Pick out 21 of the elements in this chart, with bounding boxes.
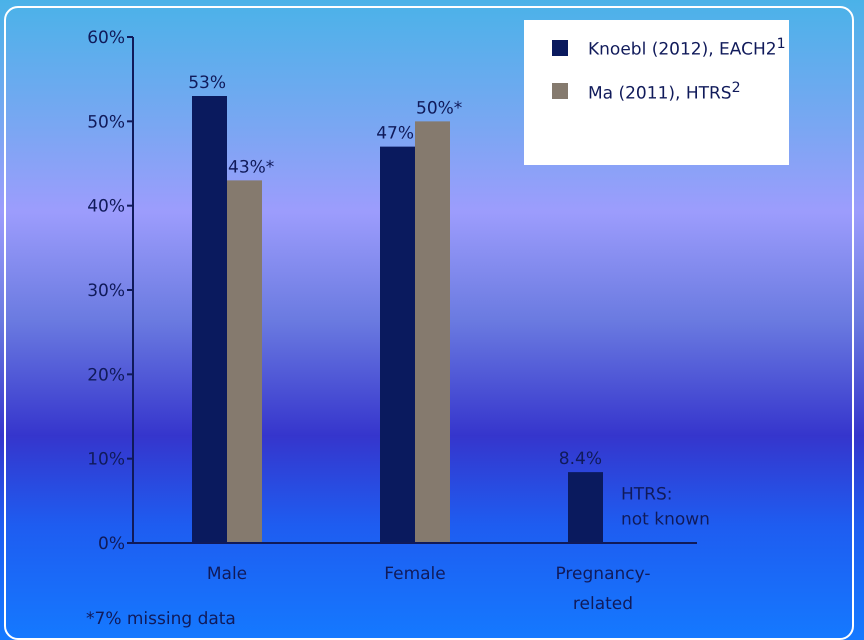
legend-label: Ma (2011), HTRS$^{2}$ [588,80,741,104]
data-label: 50%* [416,98,462,118]
legend-label: Knoebl (2012), EACH2$^{1}$ [588,36,786,60]
y-tick-label: 0% [98,534,125,554]
text: *7% missing data [86,609,236,629]
x-tick-label: Pregnancy-related [555,564,651,614]
data-label: 43%* [228,157,274,178]
x-tick-label: Male [206,564,248,584]
y-tick-label: 50% [87,112,125,132]
y-tick-label: 10% [87,450,125,470]
bar [227,180,262,543]
x-tick-label: Female [384,564,446,584]
y-tick-label: 30% [87,281,125,302]
data-label: 47% [376,124,414,144]
data-label: 53% [188,73,226,94]
y-tick-label: 60% [87,28,125,48]
bar [415,121,450,543]
y-tick-label: 40% [87,196,125,217]
annotation: HTRS: not known [621,484,710,530]
data-label: 8.4% [558,449,602,470]
y-tick-label: 20% [87,365,125,386]
